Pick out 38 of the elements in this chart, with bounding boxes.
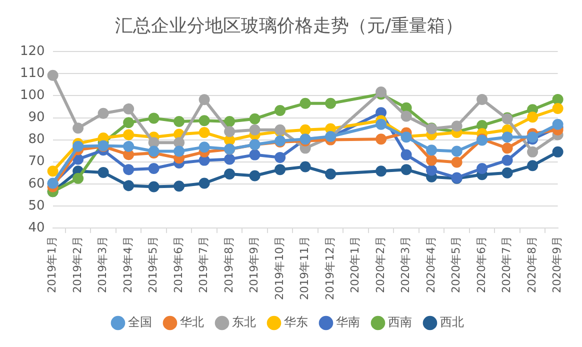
x-tick-label: 2020年8月 [525, 236, 538, 294]
x-tick-label: 2020年3月 [399, 236, 412, 294]
legend-label: 东北 [232, 315, 256, 330]
y-tick-label: 40 [28, 220, 45, 236]
chart-title: 汇总企业分地区玻璃价格走势（元/重量箱） [114, 15, 464, 36]
y-tick-label: 110 [20, 66, 45, 82]
x-tick-label: 2019年10月 [272, 236, 286, 300]
legend-label: 西北 [440, 315, 464, 330]
y-tick-label: 80 [28, 132, 45, 148]
x-tick-label: 2019年1月 [46, 236, 59, 294]
x-tick-label: 2019年2月 [70, 236, 84, 294]
x-tick-label: 2019年4月 [121, 236, 134, 294]
x-tick-label: 2019年5月 [146, 236, 160, 294]
legend-label: 华北 [180, 315, 204, 330]
y-tick-label: 70 [28, 154, 45, 170]
x-tick-label: 2019年8月 [222, 236, 236, 294]
y-tick-label: 100 [20, 88, 45, 104]
x-tick-label: 2020年4月 [424, 236, 438, 294]
x-tick-label: 2019年7月 [197, 236, 210, 294]
x-tick-label: 2019年3月 [96, 236, 110, 294]
legend-label: 华东 [284, 315, 308, 330]
x-tick-label: 2020年1月 [348, 236, 362, 294]
x-tick-label: 2020年7月 [500, 236, 514, 294]
legend-label: 全国 [128, 315, 152, 330]
x-tick-label: 2020年5月 [450, 236, 463, 294]
legend-label: 西南 [388, 315, 412, 330]
y-tick-label: 60 [28, 176, 45, 192]
x-tick-label: 2020年6月 [474, 236, 488, 294]
y-tick-label: 90 [28, 110, 45, 126]
x-tick-label: 2019年12月 [323, 236, 336, 300]
x-tick-label: 2019年6月 [172, 236, 185, 294]
y-tick-label: 120 [20, 44, 45, 59]
x-tick-label: 2020年9月 [550, 236, 564, 294]
legend-label: 华南 [336, 315, 360, 330]
x-tick-label: 2020年2月 [374, 236, 387, 294]
x-tick-label: 2019年11月 [298, 236, 312, 300]
x-tick-label: 2019年9月 [248, 236, 261, 294]
y-tick-label: 50 [28, 198, 45, 214]
